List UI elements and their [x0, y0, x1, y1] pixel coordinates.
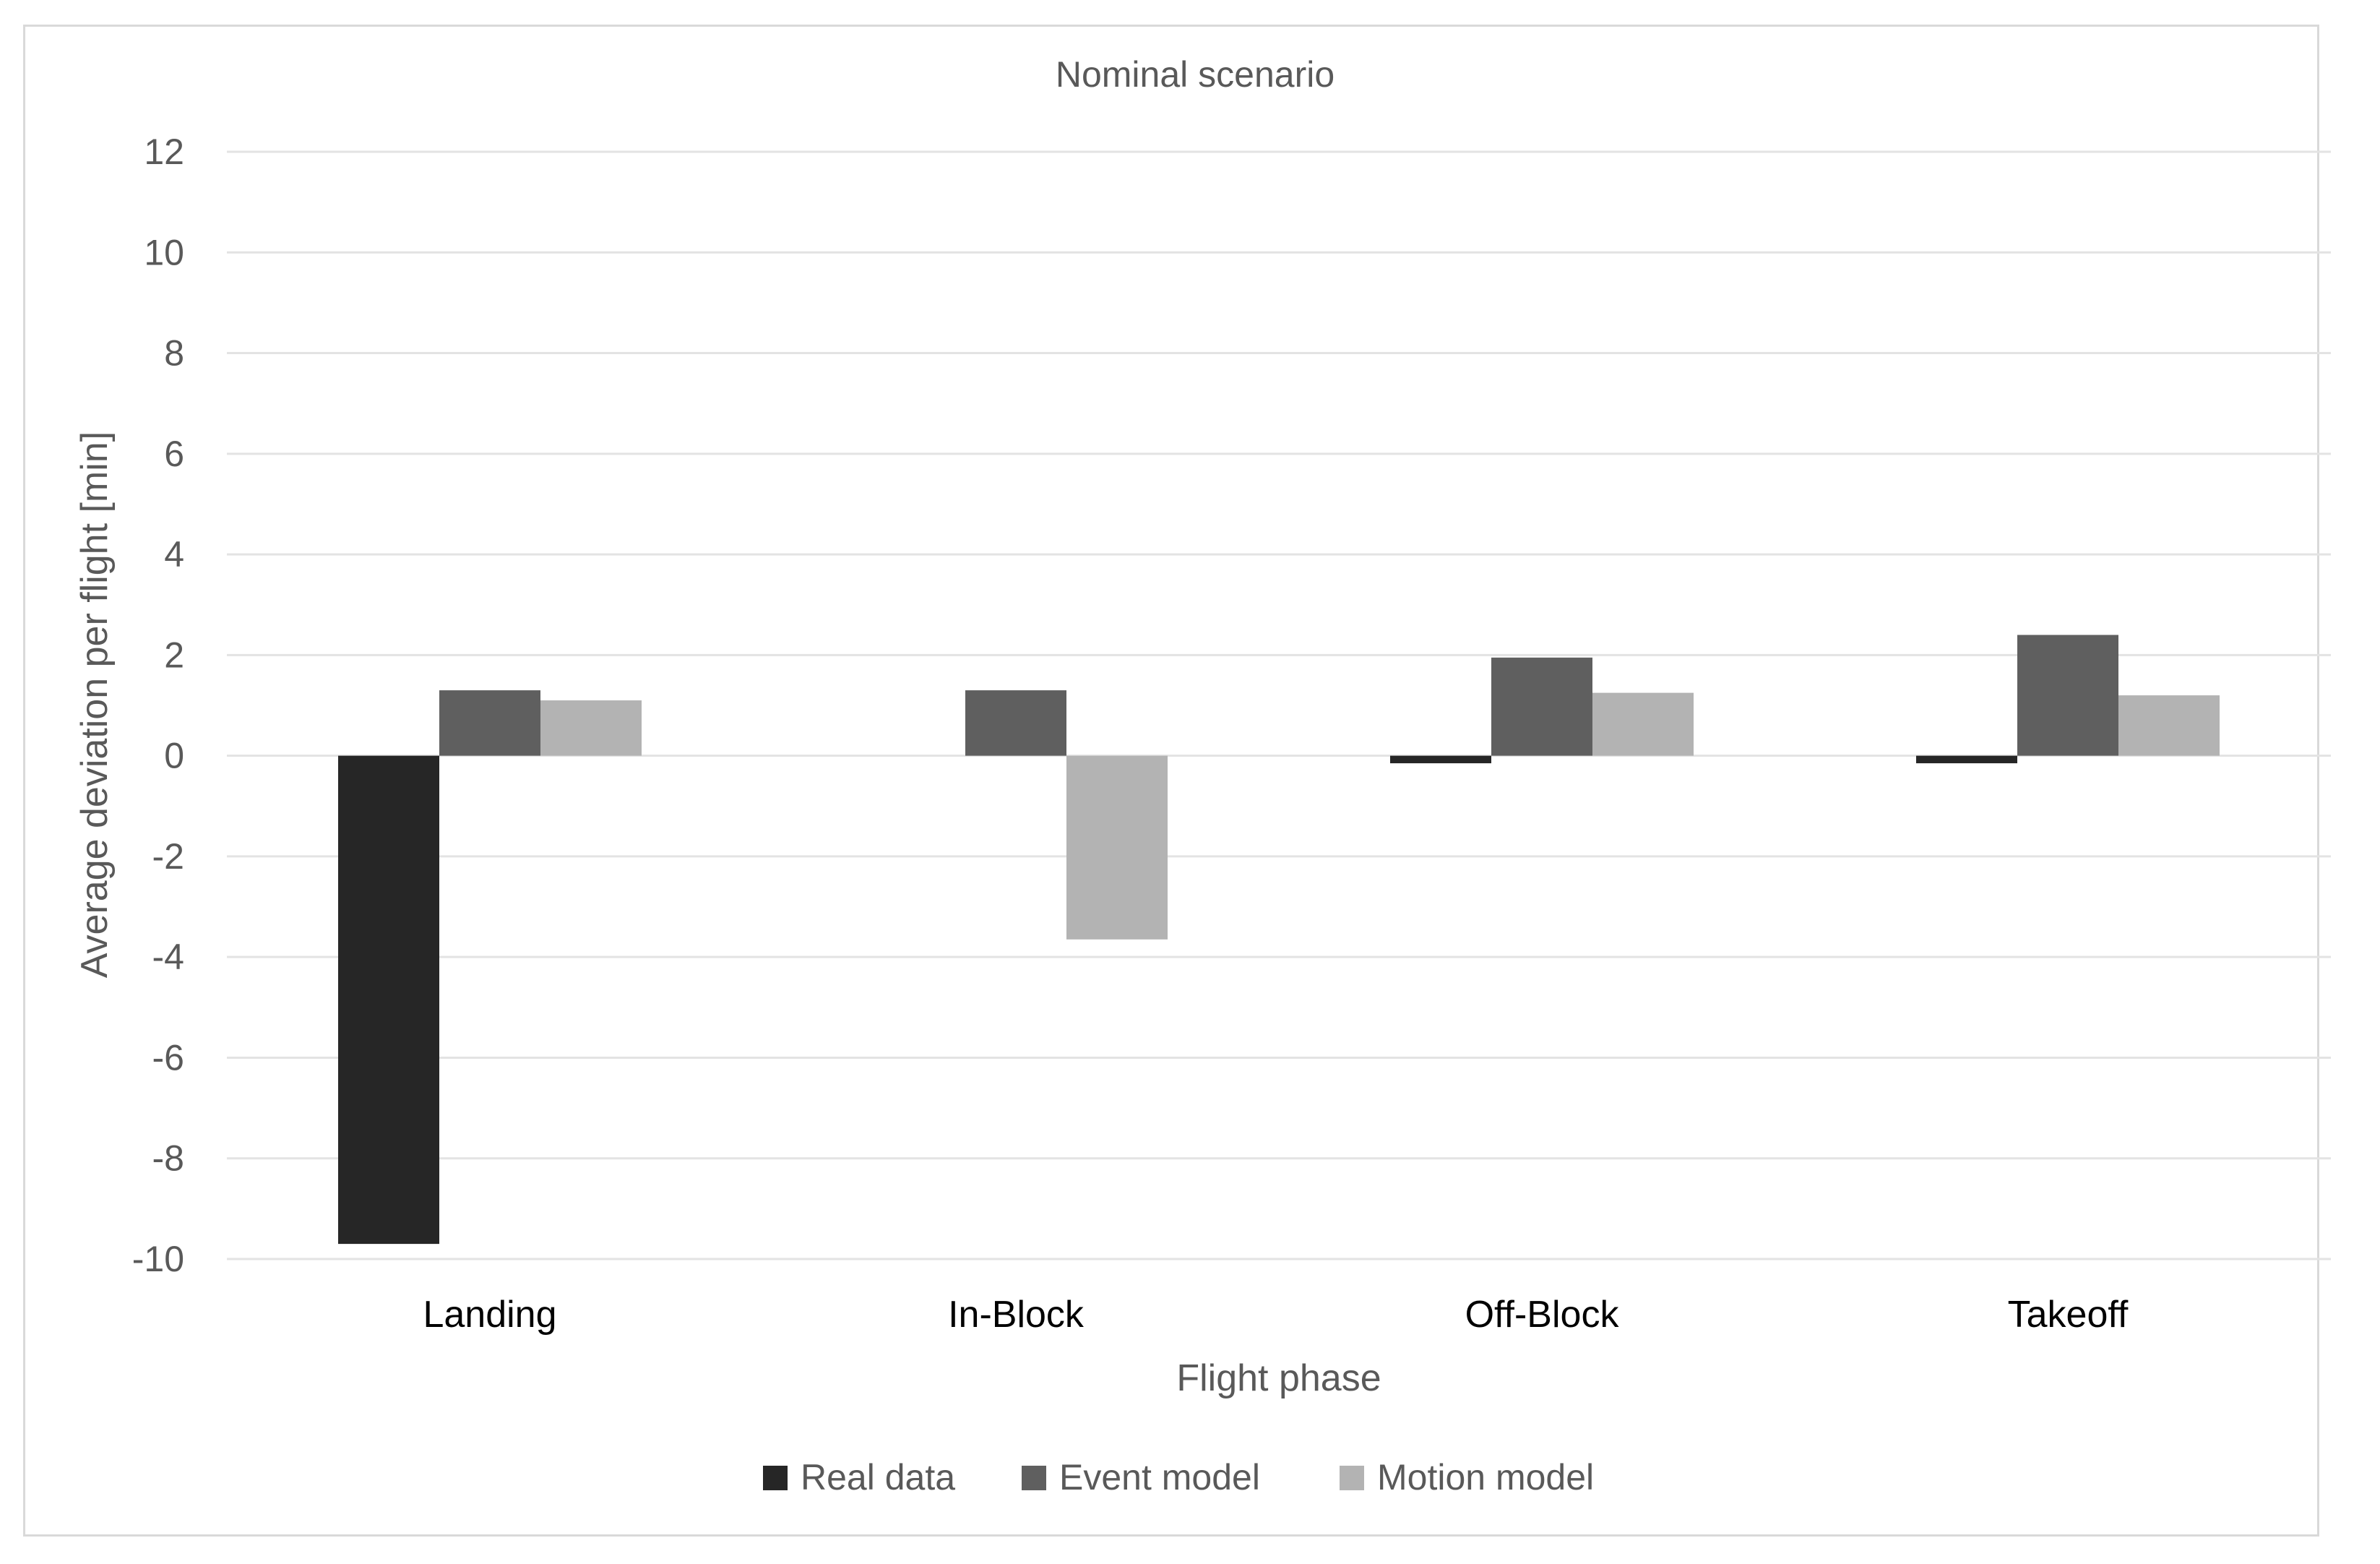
y-axis-title: Average deviation per flight [min] [74, 431, 116, 978]
bar-real-data-takeoff [1916, 755, 2017, 764]
y-tick-label: -4 [152, 937, 184, 977]
legend-swatch [1340, 1466, 1364, 1490]
bar-motion-model-in-block [1066, 755, 1168, 940]
bar-motion-model-off-block [1592, 692, 1694, 756]
bar-motion-model-landing [540, 700, 642, 756]
x-axis-ticks: Landing In-Block Off-Block Takeoff [423, 1294, 2128, 1336]
x-tick-label: Off-Block [1465, 1294, 1620, 1336]
labels: Nominal scenario Flight phase Average de… [74, 54, 1381, 1399]
bar-event-model-landing [439, 690, 540, 756]
bar-event-model-in-block [965, 690, 1066, 756]
y-tick-label: -2 [152, 836, 184, 877]
legend-label: Motion model [1377, 1457, 1594, 1498]
y-tick-label: 10 [144, 232, 184, 272]
x-axis-title: Flight phase [1176, 1357, 1381, 1399]
y-tick-label: 4 [164, 534, 184, 575]
legend-label: Real data [801, 1457, 955, 1498]
y-tick-label: 12 [144, 132, 184, 172]
bar-real-data-landing [338, 755, 439, 1245]
y-tick-label: -6 [152, 1037, 184, 1078]
y-tick-label: -10 [132, 1239, 184, 1279]
bar-event-model-takeoff [2017, 635, 2118, 756]
legend-label: Event model [1059, 1457, 1260, 1498]
legend: Real data Event model Motion model [763, 1457, 1594, 1498]
x-tick-label: Landing [423, 1294, 556, 1336]
y-tick-label: -8 [152, 1138, 184, 1179]
bar-event-model-off-block [1491, 657, 1592, 756]
y-axis-ticks: 12 10 8 6 4 2 0 -2 -4 -6 -8 -10 [132, 132, 184, 1279]
bar-real-data-off-block [1390, 755, 1491, 764]
x-tick-label: In-Block [948, 1294, 1085, 1336]
legend-swatch [763, 1466, 788, 1490]
chart-title: Nominal scenario [1056, 54, 1335, 95]
legend-swatch [1022, 1466, 1046, 1490]
x-tick-label: Takeoff [2008, 1294, 2129, 1336]
y-tick-label: 2 [164, 635, 184, 675]
bar-motion-model-takeoff [2118, 695, 2220, 756]
y-tick-label: 0 [164, 736, 184, 776]
y-tick-label: 6 [164, 434, 184, 474]
bars [338, 635, 2220, 1245]
y-tick-label: 8 [164, 333, 184, 374]
